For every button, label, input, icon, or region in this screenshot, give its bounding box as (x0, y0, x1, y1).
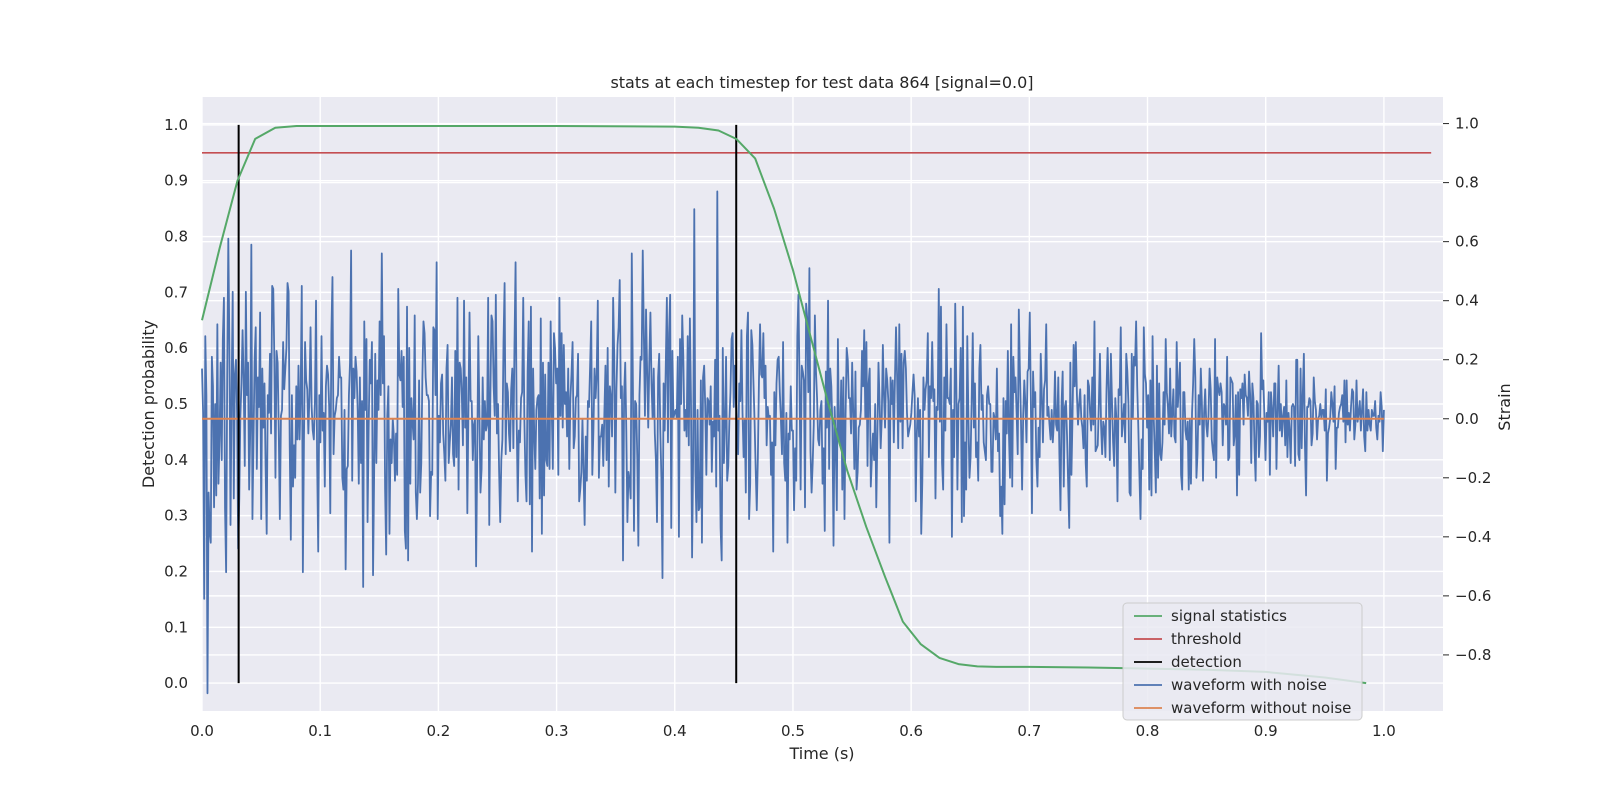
tick-labels: 0.0 0.1 0.2 0.3 0.4 0.5 0.6 0.7 0.8 0.9 1.0 0.0 0.1 0… (164, 115, 1491, 740)
y2-tick-label: 0.4 (1455, 292, 1479, 310)
x-tick-label: 0.2 (426, 722, 450, 740)
y2-tick-label: −0.2 (1455, 469, 1491, 487)
chart-title: stats at each timestep for test data 864… (610, 73, 1033, 92)
y-tick-label: 0.7 (164, 283, 188, 301)
series-layer (201, 124, 1432, 695)
y-tick-label: 0.6 (164, 339, 188, 357)
legend-label-waveform-without-noise: waveform without noise (1171, 699, 1351, 717)
y2-tick-label: 0.2 (1455, 351, 1479, 369)
y-tick-label: 0.0 (164, 674, 188, 692)
legend-label-signal-statistics: signal statistics (1171, 607, 1287, 625)
x-tick-label: 0.7 (1017, 722, 1041, 740)
x-tick-label: 0.5 (781, 722, 805, 740)
y-tick-label: 0.1 (164, 618, 188, 636)
y2-tick-label: 0.6 (1455, 233, 1479, 251)
x-tick-label: 0.4 (663, 722, 687, 740)
y-tick-label: 0.8 (164, 228, 188, 246)
y2-tick-label: −0.4 (1455, 528, 1491, 546)
y2-tick-label: 0.8 (1455, 174, 1479, 192)
y2-tick-label: 1.0 (1455, 115, 1479, 133)
legend-label-threshold: threshold (1171, 630, 1242, 648)
x-tick-label: 0.1 (308, 722, 332, 740)
y-tick-label: 1.0 (164, 116, 188, 134)
legend-label-detection: detection (1171, 653, 1242, 671)
y2-tick-label: −0.6 (1455, 587, 1491, 605)
y-tick-label: 0.9 (164, 172, 188, 190)
x-tick-label: 0.9 (1254, 722, 1278, 740)
y2-tick-label: −0.8 (1455, 646, 1491, 664)
legend-frame (1122, 602, 1363, 721)
x-tick-label: 1.0 (1372, 722, 1396, 740)
legend: signal statistics threshold detection wa… (1122, 602, 1363, 721)
x-tick-label: 0.6 (899, 722, 923, 740)
x-axis-label: Time (s) (788, 744, 854, 763)
x-tick-label: 0.8 (1136, 722, 1160, 740)
series-signal-statistics (201, 125, 1367, 685)
x-tick-label: 0.3 (545, 722, 569, 740)
y2-tick-label: 0.0 (1455, 410, 1479, 428)
y-axis-label: Detection probability (139, 320, 158, 488)
series-waveform-with-noise (201, 190, 1385, 695)
y2-axis-label: Strain (1495, 383, 1514, 430)
y-tick-label: 0.2 (164, 562, 188, 580)
y-tick-label: 0.5 (164, 395, 188, 413)
y-tick-label: 0.3 (164, 507, 188, 525)
x-tick-label: 0.0 (190, 722, 214, 740)
legend-label-waveform-with-noise: waveform with noise (1171, 676, 1327, 694)
y-tick-label: 0.4 (164, 451, 188, 469)
